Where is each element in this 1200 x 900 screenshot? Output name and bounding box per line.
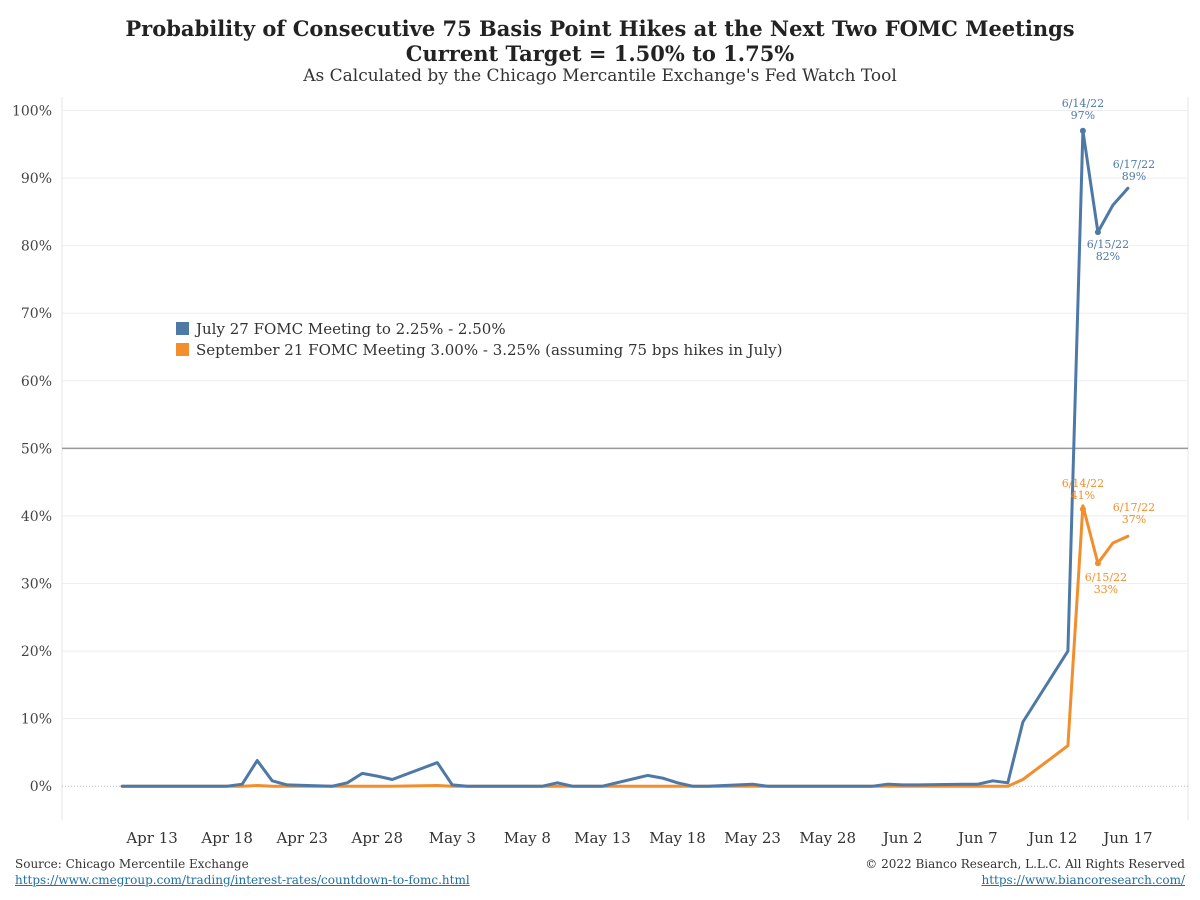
chart-subtitle-source-tool: As Calculated by the Chicago Mercantile … [303, 66, 897, 86]
y-tick-label: 80% [21, 239, 52, 255]
x-tick-label: May 28 [799, 829, 856, 847]
legend-item-september: September 21 FOMC Meeting 3.00% - 3.25% … [176, 339, 782, 360]
legend-item-july: July 27 FOMC Meeting to 2.25% - 2.50% [176, 318, 782, 339]
y-tick-label: 40% [21, 509, 52, 525]
annotation-value-label: 33% [1094, 583, 1118, 596]
y-tick-label: 20% [21, 644, 52, 660]
chart-subtitle-target: Current Target = 1.50% to 1.75% [405, 41, 795, 66]
x-tick-label: May 8 [504, 829, 551, 847]
y-tick-label: 100% [12, 104, 52, 120]
y-tick-label: 90% [21, 171, 52, 187]
y-tick-label: 0% [30, 779, 52, 795]
footer-source-link[interactable]: https://www.cmegroup.com/trading/interes… [15, 873, 470, 887]
annotation-date-label: 6/15/22 [1085, 571, 1127, 584]
annotation-value-label: 89% [1122, 170, 1146, 183]
y-tick-label: 70% [21, 306, 52, 322]
legend-label-september: September 21 FOMC Meeting 3.00% - 3.25% … [196, 340, 783, 359]
x-tick-label: Apr 13 [125, 829, 177, 847]
x-tick-label: May 18 [649, 829, 706, 847]
annotation-point [1079, 127, 1086, 134]
series-line-july [120, 129, 1130, 788]
annotation-date-label: 6/17/22 [1113, 501, 1155, 514]
annotation-date-label: 6/15/22 [1087, 238, 1129, 251]
annotation-point [1079, 506, 1086, 513]
footer-copyright: © 2022 Bianco Research, L.L.C. All Right… [865, 857, 1185, 871]
x-tick-label: Apr 18 [200, 829, 252, 847]
y-tick-label: 50% [21, 441, 52, 457]
x-tick-label: May 13 [574, 829, 631, 847]
annotation-point [1094, 560, 1101, 567]
annotation-value-label: 97% [1071, 109, 1095, 122]
legend-swatch-july [176, 322, 189, 335]
legend-swatch-september [176, 343, 189, 356]
annotation-value-label: 82% [1096, 250, 1120, 263]
chart-title: Probability of Consecutive 75 Basis Poin… [125, 16, 1075, 41]
annotation-date-label: 6/14/22 [1062, 477, 1104, 490]
annotation-date-label: 6/17/22 [1113, 158, 1155, 171]
annotation-value-label: 41% [1071, 489, 1095, 502]
legend-label-july: July 27 FOMC Meeting to 2.25% - 2.50% [196, 319, 506, 338]
x-tick-label: May 23 [724, 829, 781, 847]
annotation-point [1094, 229, 1101, 236]
x-tick-label: Jun 2 [881, 829, 923, 847]
x-tick-label: Jun 7 [956, 829, 998, 847]
x-tick-label: Jun 12 [1026, 829, 1077, 847]
x-tick-label: Apr 23 [275, 829, 327, 847]
y-tick-label: 30% [21, 577, 52, 593]
x-tick-label: May 3 [429, 829, 476, 847]
chart-legend: July 27 FOMC Meeting to 2.25% - 2.50% Se… [176, 318, 782, 360]
x-tick-label: Jun 17 [1101, 829, 1152, 847]
annotation-value-label: 37% [1122, 513, 1146, 526]
y-tick-label: 60% [21, 374, 52, 390]
footer-source: Source: Chicago Mercentile Exchange [15, 857, 249, 871]
series-line-september [120, 504, 1130, 788]
annotation-date-label: 6/14/22 [1062, 97, 1104, 110]
y-tick-label: 10% [21, 712, 52, 728]
footer-site-link[interactable]: https://www.biancoresearch.com/ [981, 873, 1185, 887]
x-tick-label: Apr 28 [351, 829, 403, 847]
